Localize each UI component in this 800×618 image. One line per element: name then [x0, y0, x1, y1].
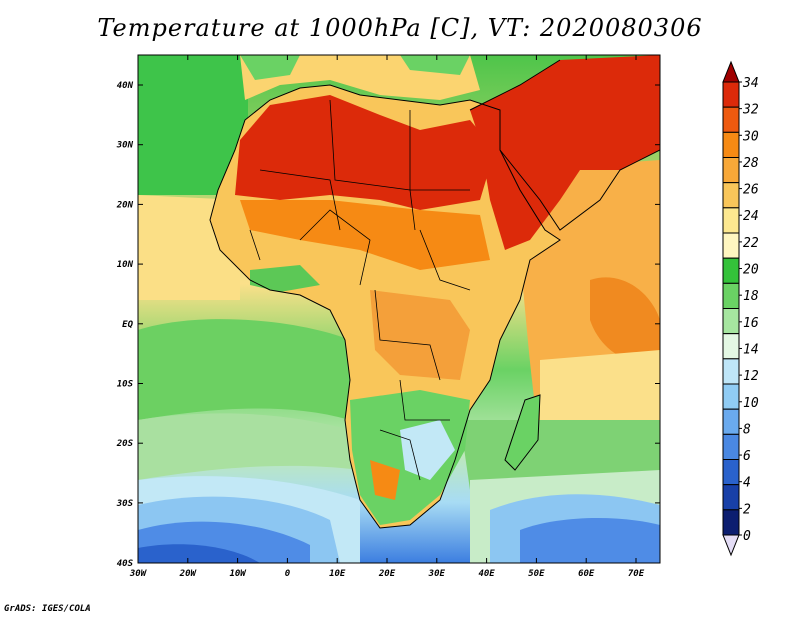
lat-label: 20S	[116, 439, 134, 449]
indian-ocean-green	[460, 420, 660, 490]
lon-label: 50E	[528, 569, 545, 579]
indian-ocean-mild	[540, 350, 660, 440]
lon-label: 40E	[478, 569, 495, 579]
iberia-green	[240, 55, 300, 80]
lon-label: 10W	[229, 569, 247, 579]
indian-south-cold	[520, 518, 660, 563]
map-field	[138, 55, 660, 563]
lon-label: 20E	[378, 569, 396, 579]
lon-label: 20W	[179, 569, 198, 579]
colorbar-swatch	[722, 333, 740, 360]
colorbar-swatch	[722, 383, 740, 410]
colorbar-swatch	[722, 509, 740, 536]
lon-label: 30E	[428, 569, 446, 579]
colorbar-label: 24	[743, 209, 759, 224]
colorbar-swatch	[722, 257, 740, 284]
lat-label: 10N	[117, 260, 134, 270]
colorbar-swatch	[722, 433, 740, 461]
colorbar-swatch	[722, 408, 740, 435]
latitude-ticks: 40N 30N 20N 10N EQ 10S 20S 30S 40S	[116, 81, 660, 569]
lon-label: 30W	[129, 569, 148, 579]
colorbar-label: 2	[743, 502, 751, 517]
colorbar-label: 28	[743, 156, 759, 171]
colorbar-swatch	[722, 131, 740, 158]
madagascar	[505, 395, 540, 470]
colorbar-label: 0	[743, 529, 751, 544]
colorbar-label: 30	[742, 129, 759, 144]
colorbar-swatch	[722, 282, 740, 310]
lon-label: 0	[285, 569, 291, 579]
colorbar-label: 14	[743, 342, 759, 357]
central-africa-warm	[370, 290, 470, 380]
colorbar-label: 4	[743, 476, 751, 491]
colorbar-label: 26	[743, 183, 759, 198]
southern-africa-cool	[400, 420, 455, 480]
country-borders	[249, 99, 471, 481]
arabia-hot	[470, 55, 660, 250]
colorbar-swatch	[722, 358, 740, 385]
lon-label: 60E	[578, 569, 595, 579]
balkans-green	[400, 55, 470, 75]
colorbar-swatch	[722, 106, 740, 133]
colorbar-swatch	[722, 459, 740, 486]
colorbar-label: 8	[743, 422, 751, 437]
indian-ocean-hot	[590, 277, 660, 363]
colorbar-swatch	[722, 308, 740, 335]
lat-label: 10S	[117, 380, 134, 390]
coastlines	[209, 59, 660, 529]
sahel-orange	[240, 200, 490, 270]
colorbar-swatch	[722, 157, 740, 184]
map-title: Temperature at 1000hPa [C], VT: 20200803…	[97, 14, 703, 42]
colorbar-swatch	[722, 207, 740, 234]
colorbar-swatch	[722, 81, 740, 108]
colorbar-label: 18	[743, 289, 759, 304]
atlantic-cool-band	[138, 413, 360, 480]
lat-label: EQ	[122, 320, 133, 330]
colorbar-label: 6	[743, 449, 751, 464]
colorbar-swatch	[722, 232, 740, 259]
lat-label: 30N	[116, 141, 134, 151]
colorbar-label: 12	[743, 369, 759, 384]
sahara-hot	[235, 95, 495, 210]
colorbar-swatch	[722, 484, 740, 511]
kalahari-warm	[370, 460, 400, 500]
colorbar-label: 20	[743, 263, 759, 278]
lon-label: 10E	[329, 569, 346, 579]
lon-label: 70E	[628, 569, 645, 579]
colorbar-bottom-arrow	[722, 534, 740, 557]
colorbar-swatch	[722, 182, 740, 209]
lat-label: 30S	[116, 499, 134, 509]
lat-label: 20N	[116, 200, 134, 210]
guinea-coast-green	[250, 265, 320, 292]
southern-ocean-coldest	[138, 544, 260, 563]
colorbar-label: 10	[743, 396, 759, 411]
colorbar-top-arrow	[722, 60, 740, 83]
atlantic-south-band	[138, 319, 350, 420]
colorbar-label: 32	[742, 103, 759, 118]
lat-label: 40N	[117, 81, 134, 91]
longitude-ticks: 30W 20W 10W 0 10E 20E 30E 40E 50E 60E 70E	[129, 55, 645, 579]
colorbar-label: 22	[743, 236, 759, 251]
plot-frame	[137, 54, 661, 564]
credit-text: GrADS: IGES/COLA	[4, 604, 91, 614]
lat-label: 40S	[117, 559, 134, 569]
colorbar-label: 16	[743, 316, 759, 331]
colorbar-label: 34	[742, 76, 759, 91]
